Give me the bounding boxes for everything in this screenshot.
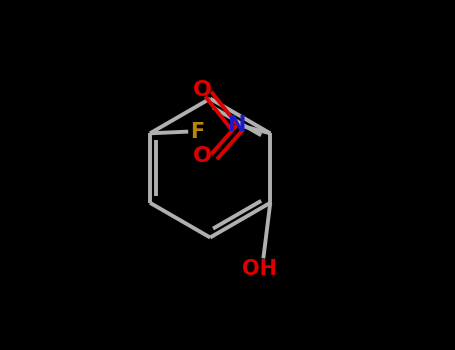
Text: O: O: [193, 80, 212, 100]
Text: F: F: [190, 121, 204, 142]
Text: OH: OH: [243, 259, 278, 279]
Text: O: O: [193, 146, 212, 166]
Text: N: N: [228, 115, 247, 135]
